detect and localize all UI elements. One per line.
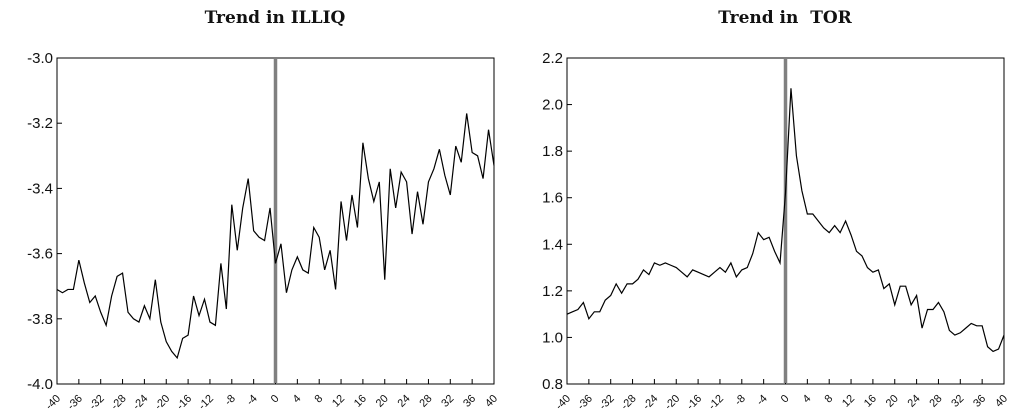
illiq-y-tick-label: -3.6 [27, 246, 53, 263]
illiq-series-line [56, 113, 495, 360]
tor-y-tick-label: 1.6 [542, 190, 563, 207]
tor-y-tick-label: 1.4 [542, 236, 563, 253]
tor-x-tick-label: 0 [779, 393, 792, 406]
illiq-x-tick-label: 40 [483, 393, 500, 410]
illiq-x-tick-label: 20 [374, 393, 391, 410]
tor-chart-title: Trend in TOR [718, 8, 852, 28]
illiq-x-tick-label: 12 [330, 393, 347, 410]
tor-y-tick-label: 1.0 [542, 329, 563, 346]
tor-y-tick-label: 1.2 [542, 283, 563, 300]
illiq-y-tick-label: -4.0 [27, 376, 53, 393]
illiq-y-tick-label: -3.0 [27, 50, 53, 67]
tor-x-tick-label: 8 [823, 393, 836, 406]
tor-x-tick-label: 20 [884, 393, 901, 410]
tor-y-tick-label: 0.8 [542, 376, 563, 393]
illiq-chart: Trend in ILLIQ -4.0-3.8-3.6-3.4-3.2-3.0 … [27, 8, 500, 412]
illiq-x-tick-label: 24 [396, 393, 413, 410]
illiq-y-tick-label: -3.8 [27, 311, 53, 328]
illiq-y-axis: -4.0 -3.8 -3.6 -3.4 -3.2 -3.0 [27, 50, 62, 393]
tor-x-tick-label: 40 [993, 393, 1010, 410]
tor-x-tick-label: 24 [906, 393, 923, 410]
illiq-x-tick-label: -16 [174, 393, 194, 413]
tor-x-tick-label: -12 [706, 393, 726, 413]
illiq-x-tick-label: -4 [244, 393, 259, 408]
tor-x-tick-label: 36 [971, 393, 988, 410]
tor-x-tick-label: -4 [754, 393, 769, 408]
tor-x-tick-label: -32 [597, 393, 617, 413]
tor-x-tick-label: 12 [840, 393, 857, 410]
illiq-x-tick-label: -24 [131, 393, 151, 413]
tor-x-tick-label: -16 [684, 393, 704, 413]
tor-x-tick-label: 28 [927, 393, 944, 410]
tor-x-tick-label: -36 [575, 393, 595, 413]
illiq-y-tick-label: -3.4 [27, 180, 53, 197]
tor-y-tick-label: 2.0 [542, 97, 563, 114]
tor-x-tick-label: -20 [663, 393, 683, 413]
tor-x-tick-label: -24 [641, 393, 661, 413]
illiq-x-tick-label: -40 [43, 393, 63, 413]
illiq-x-tick-label: -12 [196, 393, 216, 413]
illiq-x-tick-label: 8 [313, 393, 326, 406]
tor-x-tick-label: -40 [553, 393, 573, 413]
illiq-chart-title: Trend in ILLIQ [205, 8, 346, 28]
tor-y-tick-label: 1.8 [542, 143, 563, 160]
tor-series-line [566, 88, 1005, 353]
illiq-x-tick-label: 0 [269, 393, 282, 406]
tor-x-tick-label: -28 [619, 393, 639, 413]
tor-x-tick-label: -8 [733, 393, 748, 408]
tor-x-tick-label: 4 [801, 393, 814, 406]
illiq-x-tick-label: 28 [417, 393, 434, 410]
illiq-x-tick-label: -36 [65, 393, 85, 413]
illiq-y-tick-label: -3.2 [27, 115, 53, 132]
tor-y-tick-label: 2.2 [542, 50, 563, 67]
illiq-x-tick-label: 16 [352, 393, 369, 410]
tor-chart: Trend in TOR 0.8 1.0 1.2 1.4 1.6 1.8 2.0 2.2 -4… [542, 8, 1010, 412]
illiq-x-tick-label: 36 [461, 393, 478, 410]
tor-x-tick-label: 32 [949, 393, 966, 410]
illiq-x-tick-label: -8 [223, 393, 238, 408]
illiq-x-tick-label: -32 [87, 393, 107, 413]
illiq-x-tick-label: 32 [439, 393, 456, 410]
illiq-x-tick-label: 4 [291, 393, 304, 406]
illiq-x-tick-label: -20 [153, 393, 173, 413]
tor-y-axis: 0.8 1.0 1.2 1.4 1.6 1.8 2.0 2.2 [542, 50, 572, 393]
illiq-x-tick-label: -28 [109, 393, 129, 413]
tor-x-tick-label: 16 [862, 393, 879, 410]
